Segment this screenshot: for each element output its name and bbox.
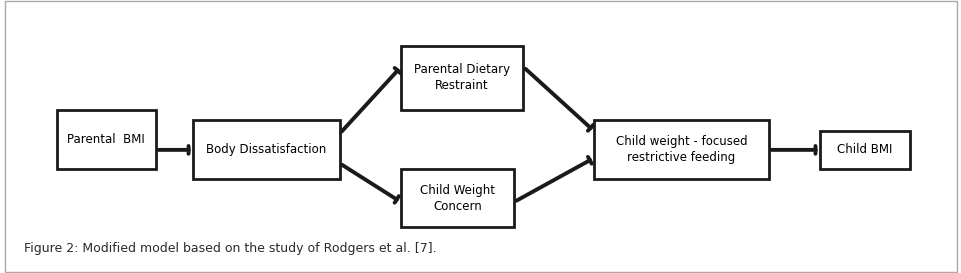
Text: Parental Dietary
Restraint: Parental Dietary Restraint (413, 63, 509, 92)
FancyBboxPatch shape (820, 131, 909, 169)
Text: Child weight - focused
restrictive feeding: Child weight - focused restrictive feedi… (615, 135, 747, 164)
FancyBboxPatch shape (594, 120, 768, 179)
FancyBboxPatch shape (401, 46, 523, 110)
Text: Parental  BMI: Parental BMI (67, 133, 145, 146)
FancyBboxPatch shape (57, 110, 156, 169)
FancyBboxPatch shape (193, 120, 339, 179)
Text: Child Weight
Concern: Child Weight Concern (420, 183, 494, 213)
Text: Figure 2: Modified model based on the study of Rodgers et al. [7].: Figure 2: Modified model based on the st… (24, 242, 436, 255)
Text: Body Dissatisfaction: Body Dissatisfaction (207, 143, 327, 156)
FancyBboxPatch shape (401, 169, 513, 227)
Text: Child BMI: Child BMI (837, 143, 892, 156)
